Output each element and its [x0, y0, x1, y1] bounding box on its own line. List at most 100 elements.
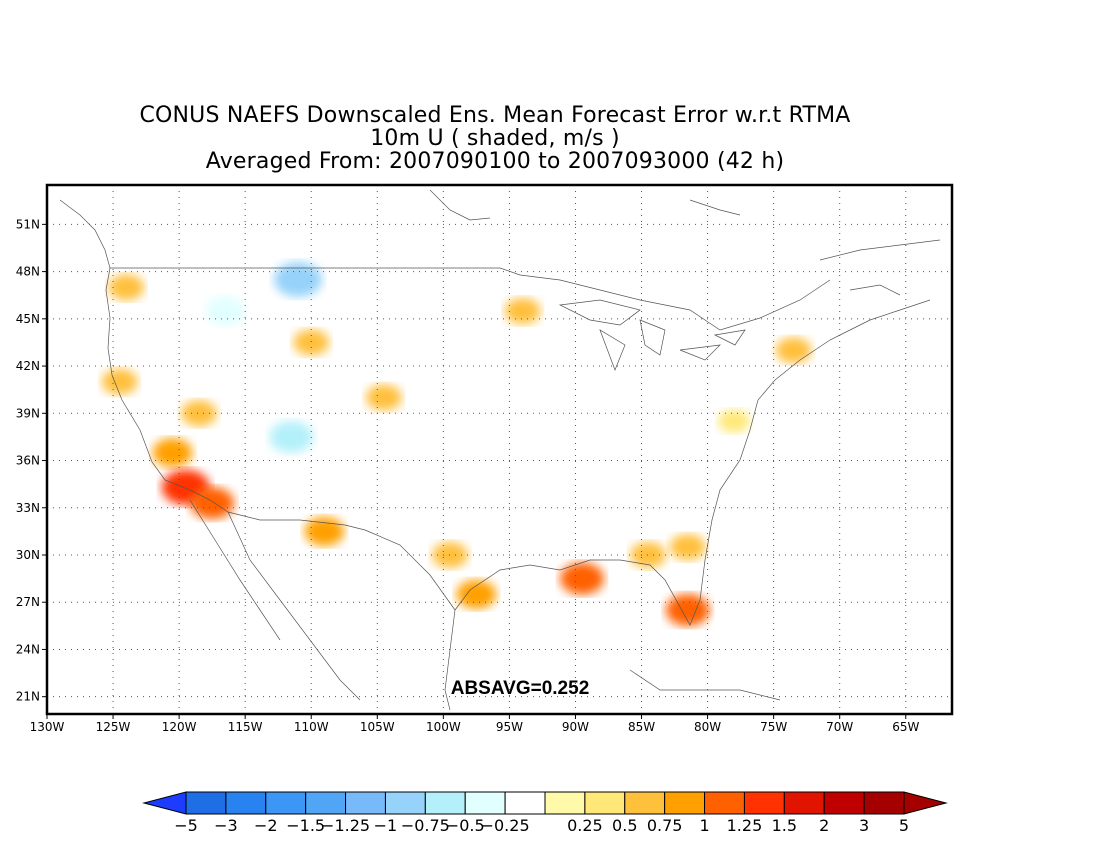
atlantic-coast-line — [719, 299, 931, 491]
colorbar-bin — [743, 791, 785, 815]
lat-tick-label: 36N — [16, 454, 40, 468]
error-patch — [630, 541, 667, 568]
lon-tick-label: 110W — [294, 720, 329, 734]
great-lakes-outline — [558, 299, 746, 371]
colorbar-label: 5 — [899, 816, 909, 835]
error-patch — [108, 274, 145, 301]
error-patch — [101, 368, 138, 395]
lat-tick-label: 30N — [16, 548, 40, 562]
colorbar-bin — [305, 791, 347, 815]
lat-tick-label: 27N — [16, 595, 40, 609]
mexico-coast-line — [189, 499, 781, 711]
error-patch — [718, 409, 751, 433]
error-patch — [775, 337, 812, 364]
error-patch — [669, 534, 706, 561]
colorbar-label: −1.5 — [286, 816, 325, 835]
error-patch — [544, 384, 581, 411]
gulf-coast-line — [454, 489, 721, 626]
error-patch — [665, 594, 710, 627]
colorbar-bin — [783, 791, 825, 815]
colorbar-label: −0.75 — [401, 816, 450, 835]
colorbar-bin — [265, 791, 307, 815]
colorbar-label: 1 — [699, 816, 709, 835]
error-patch — [274, 261, 323, 297]
colorbar-low-extension — [142, 791, 187, 815]
chart-title-line-3: Averaged From: 2007090100 to 2007093000 … — [205, 149, 785, 174]
colorbar-bin — [704, 791, 745, 815]
canada-coast-line — [59, 189, 941, 296]
lon-tick-label: 130W — [30, 720, 65, 734]
colorbar-label: 1.25 — [727, 816, 763, 835]
error-patch — [152, 438, 193, 468]
lon-tick-label: 95W — [496, 720, 523, 734]
colorbar-bin — [345, 791, 386, 815]
lon-tick-label: 100W — [426, 720, 461, 734]
colorbar-bin — [624, 791, 666, 815]
lat-tick-label: 21N — [16, 690, 40, 704]
error-patch — [293, 329, 330, 356]
colorbar-bin — [544, 791, 586, 815]
colorbar-bin — [424, 791, 466, 815]
colorbar-bin — [863, 791, 905, 815]
lon-tick-label: 115W — [228, 720, 263, 734]
lon-tick-label: 90W — [562, 720, 589, 734]
colorbar-label: −0.25 — [481, 816, 530, 835]
colorbar-label: 0.25 — [567, 816, 603, 835]
latitude-tick-labels: 21N 24N 27N 30N 33N 36N 39N 42N 45N 48N 51N — [16, 217, 47, 704]
lat-lon-gridlines — [47, 185, 952, 714]
lat-tick-label: 48N — [16, 265, 40, 279]
west-coast-line — [105, 267, 229, 513]
map-plot: 130W 125W 120W 115W 110W 105W 100W 95W 90W 85W 80W… — [16, 183, 954, 734]
lon-tick-label: 80W — [694, 720, 721, 734]
lat-tick-label: 24N — [16, 642, 40, 656]
error-patch — [269, 420, 314, 453]
longitude-tick-labels: 130W 125W 120W 115W 110W 105W 100W 95W 90W 85W 80W… — [30, 714, 919, 734]
lon-tick-label: 70W — [826, 720, 853, 734]
lat-tick-label: 51N — [16, 217, 40, 231]
colorbar-bin — [664, 791, 706, 815]
error-patch — [365, 384, 402, 411]
lon-tick-label: 105W — [360, 720, 395, 734]
colorbar-label: 2 — [819, 816, 829, 835]
lat-tick-label: 45N — [16, 312, 40, 326]
lat-tick-label: 39N — [16, 406, 40, 420]
colorbar-label: −0.5 — [446, 816, 485, 835]
colorbar-label: −2 — [254, 816, 278, 835]
error-patch — [190, 487, 235, 520]
colorbar-high-extension — [903, 791, 948, 815]
error-patch — [180, 400, 217, 427]
colorbar-bin — [185, 791, 227, 815]
lon-tick-label: 65W — [892, 720, 919, 734]
lon-tick-label: 85W — [628, 720, 655, 734]
colorbar-label: −3 — [214, 816, 238, 835]
colorbar-bin — [384, 791, 426, 815]
lat-tick-label: 42N — [16, 359, 40, 373]
error-patch — [560, 562, 605, 595]
colorbar-label: −1 — [374, 816, 398, 835]
us-mexico-border — [227, 511, 456, 611]
lon-tick-label: 75W — [760, 720, 787, 734]
colorbar-label: −1.25 — [321, 816, 370, 835]
colorbar-bin — [823, 791, 865, 815]
chart-title-line-1: CONUS NAEFS Downscaled Ens. Mean Forecas… — [139, 103, 851, 128]
colorbar-bin — [584, 791, 626, 815]
error-shading — [101, 261, 812, 627]
error-patch — [504, 297, 541, 324]
chart-title-line-2: 10m U ( shaded, m/s ) — [370, 126, 620, 151]
colorbar-label: 0.5 — [612, 816, 637, 835]
colorbar-label: 3 — [859, 816, 869, 835]
colorbar-label: 1.5 — [772, 816, 797, 835]
error-patch — [205, 296, 246, 326]
colorbar-label: −5 — [174, 816, 198, 835]
error-patch — [456, 579, 497, 609]
colorbar-bin — [225, 791, 267, 815]
lon-tick-label: 125W — [96, 720, 131, 734]
lat-tick-label: 33N — [16, 501, 40, 515]
absavg-stat-label: ABSAVG=0.252 — [451, 678, 590, 699]
plot-frame — [45, 183, 954, 716]
colorbar-label: 0.75 — [647, 816, 683, 835]
colorbar-bin — [504, 791, 546, 815]
lon-tick-label: 120W — [162, 720, 197, 734]
colorbar-bin — [464, 791, 506, 815]
